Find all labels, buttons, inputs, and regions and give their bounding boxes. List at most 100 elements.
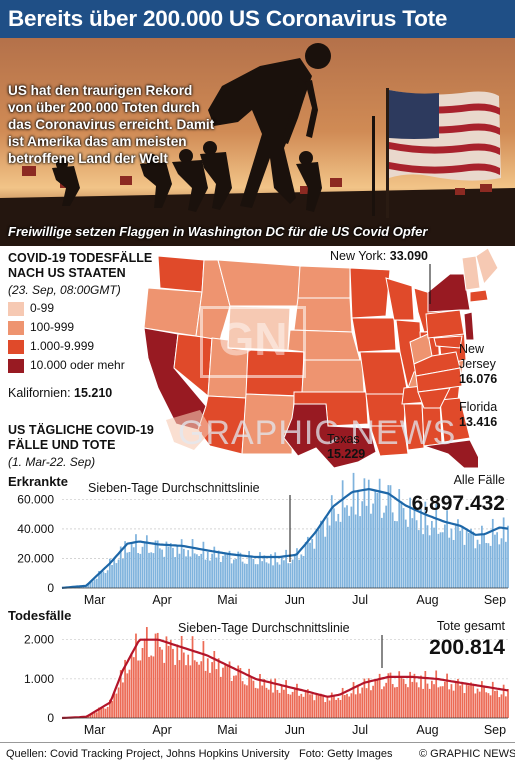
bar [429, 535, 431, 588]
bar [161, 550, 163, 588]
month-label: Sep [484, 723, 506, 737]
bar [383, 513, 385, 588]
bar [368, 480, 370, 588]
bar [235, 559, 237, 588]
state-montana [218, 260, 300, 306]
bar [207, 658, 209, 718]
bar [174, 557, 176, 588]
month-label: Jul [352, 593, 368, 607]
bar [303, 556, 305, 588]
bar [172, 649, 174, 718]
bar [320, 694, 322, 718]
bar [224, 553, 226, 588]
bar [139, 660, 141, 718]
bar [292, 692, 294, 718]
bar [220, 562, 222, 588]
bar [240, 553, 242, 588]
bar [196, 662, 198, 718]
bar [496, 690, 498, 718]
bar [170, 543, 172, 588]
bar [370, 514, 372, 588]
bar [461, 527, 463, 588]
bar [307, 537, 309, 588]
bar [405, 520, 407, 588]
legend-item-0-99: 0-99 [8, 301, 54, 317]
bar [361, 501, 363, 588]
bar [337, 514, 339, 588]
bar [261, 561, 263, 588]
legend-swatch [8, 302, 24, 316]
month-label: Mai [217, 723, 237, 737]
bar [113, 558, 115, 588]
callout-value: 15.229 [327, 447, 365, 462]
bar [431, 521, 433, 588]
bar [451, 684, 453, 718]
bar [318, 695, 320, 718]
bar [96, 579, 98, 588]
bar [368, 678, 370, 718]
bar [483, 686, 485, 718]
bar [118, 688, 120, 718]
state-pennsylvania [426, 310, 464, 338]
bar [244, 684, 246, 718]
bar [444, 682, 446, 718]
bar [216, 558, 218, 588]
bar [337, 698, 339, 718]
bar [224, 663, 226, 718]
bar [427, 525, 429, 588]
bar [129, 552, 131, 588]
bar [427, 684, 429, 718]
bar [131, 542, 133, 588]
callout-label: Jersey [459, 357, 497, 372]
callout-california: Kalifornien: 15.210 [8, 386, 112, 400]
callout-florida: Florida 13.416 [459, 400, 497, 430]
bar [272, 565, 274, 588]
bar [102, 571, 104, 588]
bar [213, 547, 215, 588]
bar [433, 684, 435, 718]
bar [409, 672, 411, 718]
bar [385, 683, 387, 718]
average-line-label: Sieben-Tage Durchschnittslinie [178, 621, 350, 635]
bar [370, 690, 372, 718]
bar [392, 512, 394, 588]
bar [105, 709, 107, 718]
bar [139, 554, 141, 588]
bar [416, 682, 418, 718]
bar [298, 560, 300, 588]
bar [381, 689, 383, 718]
bar [153, 553, 155, 588]
bar [470, 682, 472, 718]
bar [379, 674, 381, 718]
bar [137, 660, 139, 718]
bar [396, 687, 398, 718]
bar [320, 521, 322, 588]
bar [394, 687, 396, 718]
bar [442, 686, 444, 718]
bar [179, 660, 181, 718]
bar [505, 542, 507, 588]
bar [485, 543, 487, 588]
bar [205, 671, 207, 718]
bar [309, 543, 311, 588]
callout-label: Texas [327, 432, 365, 447]
bar [490, 695, 492, 718]
bar [501, 538, 503, 588]
footer: Quellen: Covid Tracking Project, Johns H… [0, 742, 515, 767]
bar [472, 532, 474, 588]
bar [246, 564, 248, 588]
bar [196, 554, 198, 588]
bar [116, 563, 118, 588]
bar [309, 694, 311, 718]
bar [314, 549, 316, 588]
bar [187, 550, 189, 588]
month-label: Mar [84, 723, 106, 737]
month-label: Mai [217, 593, 237, 607]
bar [198, 665, 200, 718]
bar [453, 691, 455, 718]
bar [353, 473, 355, 588]
average-line-label: Sieben-Tage Durchschnittslinie [88, 481, 260, 495]
bar [226, 666, 228, 718]
legend-swatch [8, 359, 24, 373]
bar [438, 687, 440, 718]
